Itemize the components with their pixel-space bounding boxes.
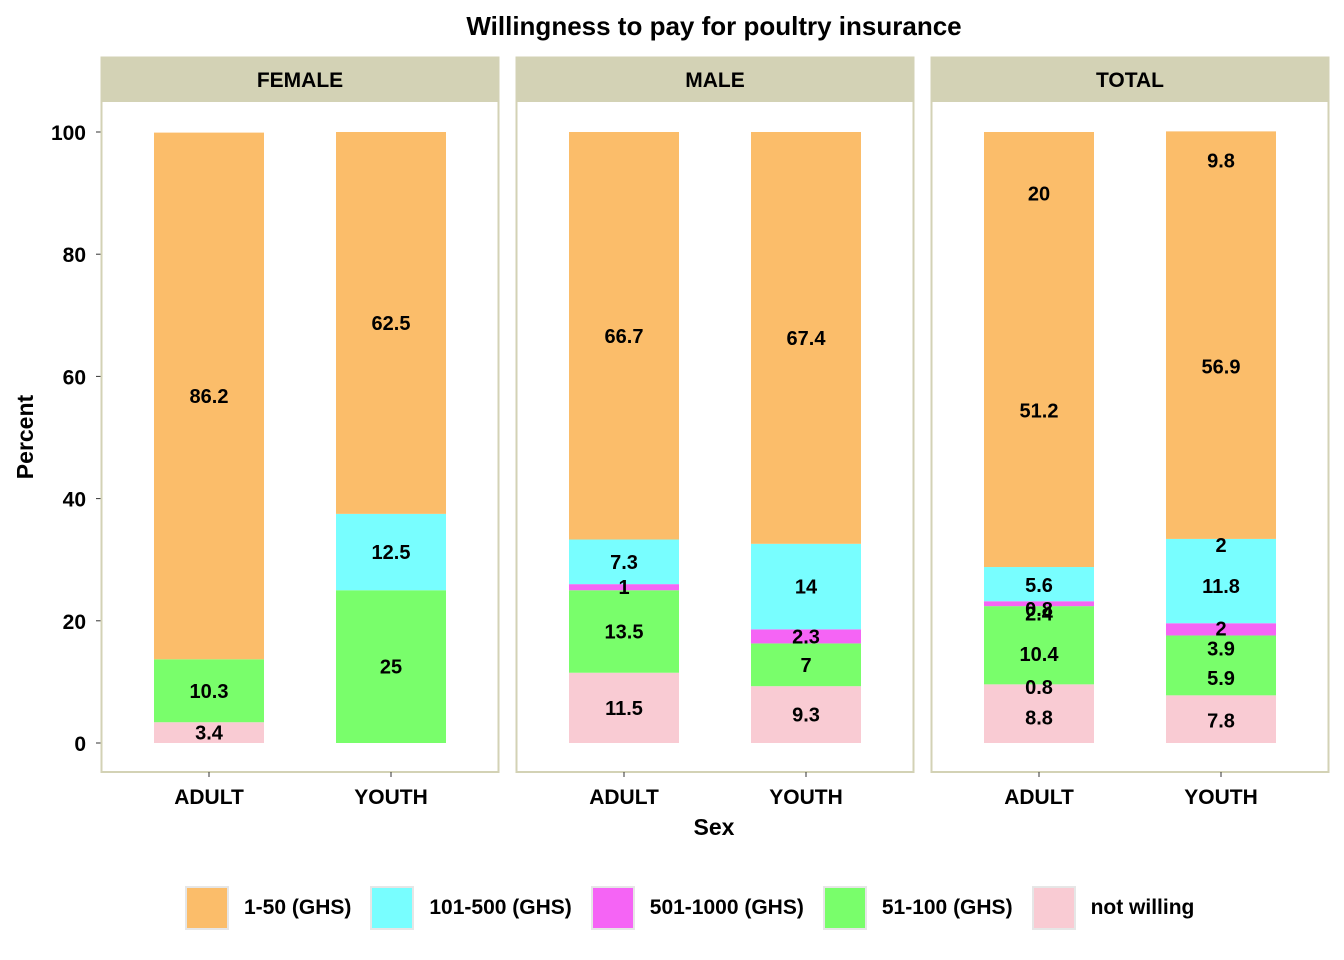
data-label: 5.9 xyxy=(1207,668,1235,690)
bar-51-100-ghs xyxy=(751,643,861,687)
bar-51-100-ghs xyxy=(1166,635,1276,696)
facet-label: TOTAL xyxy=(1096,69,1164,92)
facet-strip xyxy=(930,56,1330,102)
data-label: 10.4 xyxy=(1020,644,1060,666)
data-label: 5.6 xyxy=(1025,575,1053,597)
facet-label: FEMALE xyxy=(257,69,343,92)
bar-101-500-ghs xyxy=(984,567,1094,602)
data-label: 1 xyxy=(618,577,629,599)
data-label: 12.5 xyxy=(372,542,411,564)
y-tick-label: 20 xyxy=(63,611,86,634)
bar-101-500-ghs xyxy=(1166,538,1276,624)
legend-label: 1-50 (GHS) xyxy=(244,896,352,919)
data-label: 0.8 xyxy=(1025,599,1053,621)
bar-not-willing xyxy=(751,686,861,743)
data-label: 11.5 xyxy=(605,698,643,720)
bar-501-1000-ghs xyxy=(984,601,1094,607)
data-label: 62.5 xyxy=(372,313,411,335)
x-tick-label: ADULT xyxy=(174,786,244,809)
legend-item-501-1000-ghs: 501-1000 (GHS) xyxy=(590,886,804,930)
y-tick-label: 100 xyxy=(51,122,86,145)
data-label: 3.4 xyxy=(195,723,224,745)
bar-51-100-ghs xyxy=(336,590,446,743)
data-label: 25 xyxy=(380,657,402,679)
bar-1-50-ghs xyxy=(569,132,679,540)
data-label: 7.8 xyxy=(1207,710,1235,732)
bar-1-50-ghs xyxy=(984,132,1094,568)
bar-101-500-ghs xyxy=(751,543,861,630)
bar-not-willing xyxy=(569,672,679,743)
facet-label: MALE xyxy=(685,69,745,92)
data-label: 3.9 xyxy=(1207,638,1235,660)
legend: 1-50 (GHS) 101-500 (GHS) 501-1000 (GHS) 51-… xyxy=(185,886,1213,930)
data-label: 7 xyxy=(800,655,811,677)
x-tick-label: YOUTH xyxy=(769,786,843,809)
legend-label: 51-100 (GHS) xyxy=(881,896,1013,919)
data-label: 14 xyxy=(795,577,818,599)
legend-item-51-100-ghs: 51-100 (GHS) xyxy=(822,886,1013,930)
legend-swatch xyxy=(185,886,229,930)
legend-swatch xyxy=(370,886,415,930)
bar-51-100-ghs xyxy=(569,590,679,673)
bar-51-100-ghs xyxy=(984,606,1094,685)
bar-1-50-ghs xyxy=(751,132,861,544)
data-label: 11.8 xyxy=(1202,576,1240,598)
bar-not-willing xyxy=(984,684,1094,743)
data-label: 13.5 xyxy=(605,621,644,643)
bar-101-500-ghs xyxy=(336,513,446,591)
data-label: 9.8 xyxy=(1207,151,1235,173)
x-tick-label: ADULT xyxy=(1004,786,1074,809)
data-label: 20 xyxy=(1028,184,1050,206)
y-axis-label: Percent xyxy=(12,394,38,479)
chart-title: Willingness to pay for poultry insurance xyxy=(466,11,961,41)
legend-swatch xyxy=(590,886,635,930)
bar-1-50-ghs xyxy=(154,132,264,660)
y-tick-label: 0 xyxy=(74,733,86,756)
legend-label: 501-1000 (GHS) xyxy=(649,896,804,919)
data-label: 9.3 xyxy=(792,705,820,727)
bar-101-500-ghs xyxy=(569,539,679,585)
legend-swatch xyxy=(1031,886,1076,930)
legend-label: not willing xyxy=(1090,896,1195,919)
x-axis-label: Sex xyxy=(694,814,735,840)
x-tick-label: YOUTH xyxy=(1184,786,1258,809)
legend-label: 101-500 (GHS) xyxy=(429,896,572,919)
x-tick-label: YOUTH xyxy=(354,786,428,809)
data-label: 0.8 xyxy=(1025,677,1053,699)
bar-1-50-ghs xyxy=(336,132,446,514)
bar-not-willing xyxy=(154,722,264,743)
data-label: 10.3 xyxy=(190,681,229,703)
legend-item-not-willing: not willing xyxy=(1031,886,1195,930)
data-label: 2 xyxy=(1215,619,1226,641)
plot-area: 0 20 40 60 80 100 FEMALE ADULT YOUTH MALE ADULT YOU… xyxy=(51,56,1330,809)
legend-item-1-50-ghs: 1-50 (GHS) xyxy=(185,886,351,930)
data-label: 2 xyxy=(1215,535,1226,557)
legend-swatch xyxy=(822,886,867,930)
x-tick-label: ADULT xyxy=(589,786,659,809)
data-label: 51.2 xyxy=(1020,401,1059,423)
y-tick-label: 40 xyxy=(63,489,86,512)
bar-not-willing xyxy=(1166,695,1276,743)
bar-501-1000-ghs xyxy=(1166,623,1276,636)
data-label: 67.4 xyxy=(787,328,827,350)
chart-svg: Willingness to pay for poultry insurance… xyxy=(12,11,1330,840)
bar-501-1000-ghs xyxy=(569,584,679,591)
bar-1-50-ghs xyxy=(1166,131,1276,539)
bar-51-100-ghs xyxy=(154,659,264,723)
data-label: 66.7 xyxy=(605,326,644,348)
data-label: 2.3 xyxy=(792,626,820,648)
y-tick-label: 80 xyxy=(63,244,86,267)
bar-501-1000-ghs xyxy=(751,629,861,644)
legend-item-101-500-ghs: 101-500 (GHS) xyxy=(370,886,572,930)
data-label: 2.4 xyxy=(1025,603,1054,625)
data-label: 7.3 xyxy=(610,552,638,574)
facet-strip xyxy=(515,56,915,102)
y-tick-label: 60 xyxy=(63,366,86,389)
data-label: 86.2 xyxy=(190,386,229,408)
data-label: 56.9 xyxy=(1202,357,1241,379)
data-label: 8.8 xyxy=(1025,707,1053,729)
